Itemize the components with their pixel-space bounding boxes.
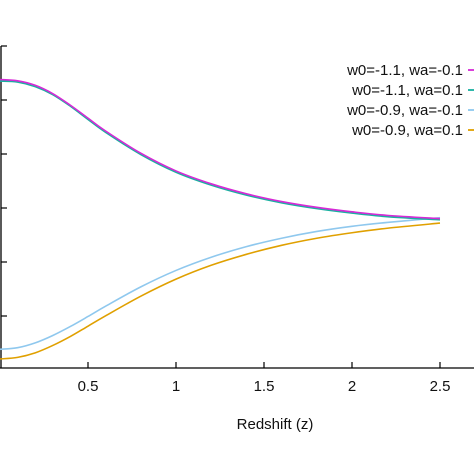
x-tick-label: 2 xyxy=(348,378,356,395)
series-line-w0-1-1-wa-0-1 xyxy=(0,80,441,221)
x-tick-label: 2.5 xyxy=(430,378,451,395)
x-axis-label: Redshift (z) xyxy=(237,416,314,433)
legend-label: w0=-0.9, wa=0.1 xyxy=(351,122,463,139)
series-layer xyxy=(0,78,441,360)
x-tick-label: 1.5 xyxy=(254,378,275,395)
series-line-w0-0-9-wa-0-1 xyxy=(0,222,441,360)
x-tick-label: 1 xyxy=(172,378,180,395)
legend-label: w0=-0.9, wa=-0.1 xyxy=(346,102,463,119)
series-line-w0-1-1-wa-0-1 xyxy=(0,78,441,220)
legend-label: w0=-1.1, wa=0.1 xyxy=(351,82,463,99)
x-tick-label: 0.5 xyxy=(78,378,99,395)
legend: w0=-1.1, wa=-0.1 w0=-1.1, wa=0.1 w0=-0.9, … xyxy=(346,62,474,139)
series-line-w0-0-9-wa-0-1 xyxy=(0,216,441,351)
legend-label: w0=-1.1, wa=-0.1 xyxy=(346,62,463,79)
x-axis-ticks: 0.5 1 1.5 2 2.5 xyxy=(78,362,451,395)
y-axis-ticks xyxy=(1,45,7,317)
